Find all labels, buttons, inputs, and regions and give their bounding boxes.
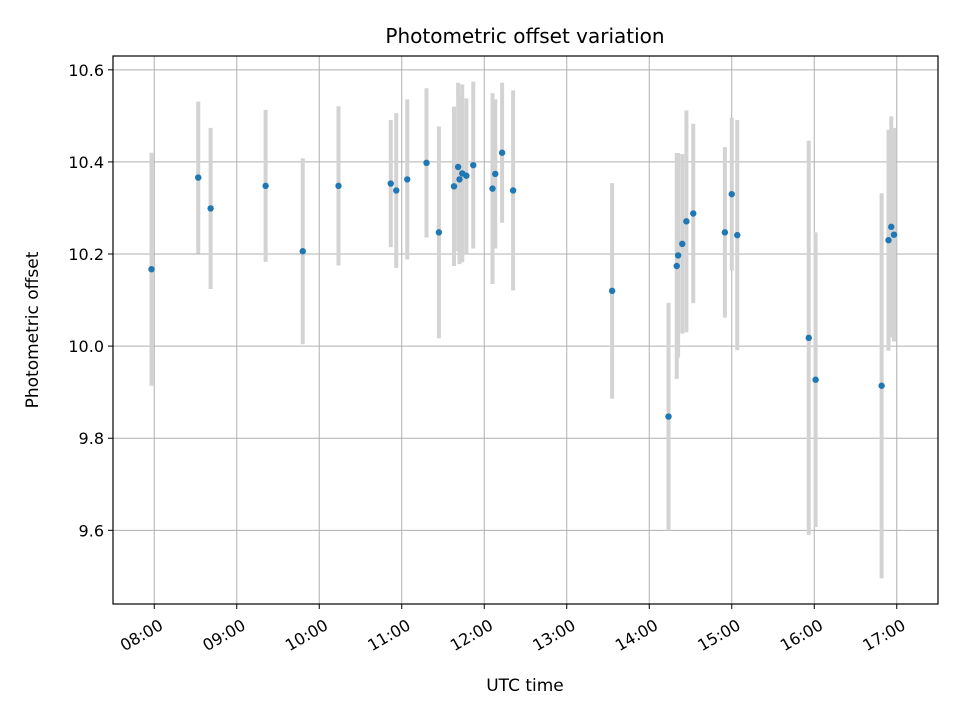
data-point [498,149,506,156]
data-point [299,248,306,255]
data-point [888,223,895,231]
data-point [387,180,394,187]
y-tick-label: 10.6 [68,61,104,80]
chart-title: Photometric offset variation [385,24,664,48]
data-point [456,176,463,183]
data-point [454,163,462,171]
y-tick-label: 9.6 [79,521,104,540]
data-points [148,149,898,420]
data-point [489,185,496,192]
data-point [463,172,470,179]
y-axis-label: Photometric offset [23,251,43,408]
y-tick-label: 9.8 [79,429,104,448]
data-point [805,334,812,342]
data-point [335,182,342,190]
y-tick-label: 10.2 [68,245,104,264]
data-point [890,231,898,238]
data-point [679,240,686,248]
y-tick-label: 10.4 [68,153,104,172]
data-point [728,190,735,198]
data-point [404,176,411,183]
data-point [423,159,430,167]
data-point [470,161,477,169]
data-point [690,210,697,217]
data-point [683,218,690,225]
data-point [885,237,892,244]
data-point [435,229,443,236]
data-point [262,182,269,190]
data-point [674,252,682,259]
y-axis: 9.6 9.8 10.0 10.2 10.4 10.6 [68,61,113,540]
x-axis-label: UTC time [486,676,564,696]
data-point [509,187,517,194]
data-point [195,174,202,181]
data-point [812,376,819,383]
data-point [878,382,885,389]
data-point [492,170,499,178]
data-point [148,266,155,273]
data-point [207,205,214,212]
data-point [721,229,729,236]
y-tick-label: 10.0 [68,337,104,356]
data-point [673,262,680,270]
data-point [393,187,400,194]
data-point [450,183,458,190]
data-point [608,287,616,295]
data-point [734,231,741,239]
data-point [665,413,672,420]
plot-frame [112,55,939,605]
